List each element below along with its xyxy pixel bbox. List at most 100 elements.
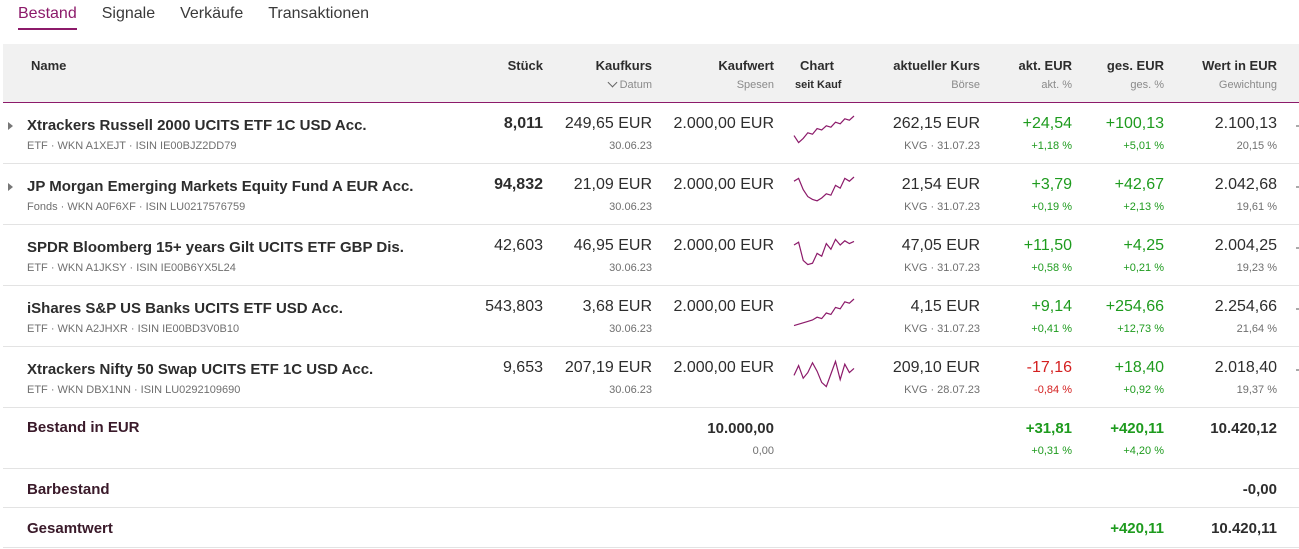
col-boerse-header: Börse <box>951 79 980 91</box>
col-kaufwert-header[interactable]: Kaufwert <box>718 58 774 73</box>
col-kaufkurs-header[interactable]: Kaufkurs <box>595 58 652 73</box>
kurs-value: 4,15 EUR <box>910 298 980 315</box>
security-name[interactable]: Xtrackers Russell 2000 UCITS ETF 1C USD … <box>27 117 367 134</box>
kaufkurs-value: 249,65 EUR <box>564 115 652 132</box>
wert-value: 2.042,68 <box>1214 176 1277 193</box>
security-meta: ETF · WKN A2JHXR · ISIN IE00BD3V0B10 <box>27 323 240 335</box>
wert-value: 2.100,13 <box>1214 115 1277 132</box>
akt-eur-value: +24,54 <box>1022 115 1072 132</box>
row-menu-icon[interactable] <box>1296 186 1299 188</box>
col-datum-sort[interactable]: Datum <box>607 77 652 91</box>
akt-pct-value: +0,58 % <box>1031 262 1072 274</box>
expand-caret-icon[interactable] <box>8 183 13 191</box>
row-menu-icon[interactable] <box>1296 369 1299 371</box>
kurs-value: 47,05 EUR <box>901 237 980 254</box>
sparkline-chart[interactable] <box>792 174 856 208</box>
stueck-value: 9,653 <box>502 359 543 376</box>
security-name[interactable]: JP Morgan Emerging Markets Equity Fund A… <box>27 178 414 195</box>
boerse-value: KVG · 31.07.23 <box>904 262 980 274</box>
akt-eur-value: +9,14 <box>1031 298 1072 315</box>
kaufkurs-value: 46,95 EUR <box>573 237 652 254</box>
security-meta: ETF · WKN A1JKSY · ISIN IE00B6YX5L24 <box>27 262 236 274</box>
akt-eur-value: +11,50 <box>1023 237 1072 254</box>
security-meta: ETF · WKN A1XEJT · ISIN IE00BJZ2DD79 <box>27 140 237 152</box>
akt-pct-value: +0,41 % <box>1031 323 1072 335</box>
ges-eur-value: +18,40 <box>1114 359 1164 376</box>
col-ges-eur-header[interactable]: ges. EUR <box>1106 58 1164 73</box>
tab-verkaeufe[interactable]: Verkäufe <box>180 5 244 22</box>
summary-row-gesamtwert: Gesamtwert +420,11 10.420,11 <box>3 508 1299 548</box>
sparkline-chart[interactable] <box>792 296 856 330</box>
ges-pct-value: +0,21 % <box>1123 262 1164 274</box>
gewichtung-value: 19,23 % <box>1236 262 1277 274</box>
kaufdatum-value: 30.06.23 <box>609 384 652 396</box>
portfolio-tabs: Bestand Signale Verkäufe Transaktionen <box>18 0 369 34</box>
stueck-value: 94,832 <box>494 176 543 193</box>
gewichtung-value: 21,64 % <box>1236 323 1277 335</box>
summary-bestand-label: Bestand in EUR <box>27 419 140 436</box>
ges-eur-value: +42,67 <box>1114 176 1164 193</box>
tab-signale[interactable]: Signale <box>101 5 156 22</box>
col-gewichtung-header[interactable]: Gewichtung <box>1218 79 1277 91</box>
summary-ges-pct: +4,20 % <box>1123 445 1164 457</box>
security-name[interactable]: iShares S&P US Banks UCITS ETF USD Acc. <box>27 300 343 317</box>
kaufkurs-value: 3,68 EUR <box>582 298 652 315</box>
akt-eur-value: +3,79 <box>1031 176 1072 193</box>
col-spesen-header: Spesen <box>736 79 774 91</box>
gewichtung-value: 20,15 % <box>1236 140 1277 152</box>
col-chart-header: Chart <box>800 58 834 73</box>
tab-bestand[interactable]: Bestand <box>18 0 77 30</box>
akt-pct-value: +0,19 % <box>1031 201 1072 213</box>
summary-akt-pct: +0,31 % <box>1031 445 1072 457</box>
sparkline-chart[interactable] <box>792 113 856 147</box>
col-wert-header[interactable]: Wert in EUR <box>1202 58 1277 73</box>
kurs-value: 209,10 EUR <box>892 359 980 376</box>
ges-pct-value: +0,92 % <box>1123 384 1164 396</box>
kaufdatum-value: 30.06.23 <box>609 262 652 274</box>
table-row[interactable]: JP Morgan Emerging Markets Equity Fund A… <box>3 164 1299 225</box>
col-seit-kauf-header[interactable]: seit Kauf <box>795 79 842 91</box>
kaufwert-value: 2.000,00 EUR <box>673 115 774 132</box>
table-row[interactable]: SPDR Bloomberg 15+ years Gilt UCITS ETF … <box>3 225 1299 286</box>
row-menu-icon[interactable] <box>1296 247 1299 249</box>
kaufdatum-value: 30.06.23 <box>609 140 652 152</box>
gewichtung-value: 19,37 % <box>1236 384 1277 396</box>
ges-pct-value: +5,01 % <box>1123 140 1164 152</box>
table-row[interactable]: iShares S&P US Banks UCITS ETF USD Acc. … <box>3 286 1299 347</box>
col-ges-pct-header[interactable]: ges. % <box>1130 79 1164 91</box>
col-stueck-header[interactable]: Stück <box>507 58 543 73</box>
table-row[interactable]: Xtrackers Nifty 50 Swap UCITS ETF 1C USD… <box>3 347 1299 408</box>
sparkline-chart[interactable] <box>792 235 856 269</box>
kaufdatum-value: 30.06.23 <box>609 201 652 213</box>
wert-value: 2.004,25 <box>1214 237 1277 254</box>
security-meta: Fonds · WKN A0F6XF · ISIN LU0217576759 <box>27 201 246 213</box>
summary-wert: 10.420,12 <box>1210 420 1277 437</box>
kurs-value: 262,15 EUR <box>892 115 980 132</box>
kaufkurs-value: 207,19 EUR <box>564 359 652 376</box>
kaufdatum-value: 30.06.23 <box>609 323 652 335</box>
expand-caret-icon[interactable] <box>8 122 13 130</box>
tab-transaktionen[interactable]: Transaktionen <box>268 5 370 22</box>
summary-kaufwert: 10.000,00 <box>707 420 774 437</box>
akt-pct-value: -0,84 % <box>1034 384 1072 396</box>
akt-eur-value: -17,16 <box>1026 359 1072 376</box>
kaufwert-value: 2.000,00 EUR <box>673 298 774 315</box>
stueck-value: 8,011 <box>503 115 543 132</box>
sort-chevron-down-icon <box>607 77 618 88</box>
col-datum-label: Datum <box>619 79 652 91</box>
row-menu-icon[interactable] <box>1296 125 1299 127</box>
barbestand-label: Barbestand <box>27 481 110 498</box>
kaufwert-value: 2.000,00 EUR <box>673 359 774 376</box>
col-akt-pct-header[interactable]: akt. % <box>1041 79 1072 91</box>
ges-eur-value: +254,66 <box>1105 298 1164 315</box>
col-kurs-header[interactable]: aktueller Kurs <box>893 58 980 73</box>
row-menu-icon[interactable] <box>1296 308 1299 310</box>
col-name-header[interactable]: Name <box>31 58 67 73</box>
boerse-value: KVG · 31.07.23 <box>904 323 980 335</box>
security-name[interactable]: Xtrackers Nifty 50 Swap UCITS ETF 1C USD… <box>27 361 374 378</box>
table-row[interactable]: Xtrackers Russell 2000 UCITS ETF 1C USD … <box>3 103 1299 164</box>
security-name[interactable]: SPDR Bloomberg 15+ years Gilt UCITS ETF … <box>27 239 404 256</box>
kaufwert-value: 2.000,00 EUR <box>673 176 774 193</box>
col-akt-eur-header[interactable]: akt. EUR <box>1018 58 1072 73</box>
sparkline-chart[interactable] <box>792 357 856 391</box>
